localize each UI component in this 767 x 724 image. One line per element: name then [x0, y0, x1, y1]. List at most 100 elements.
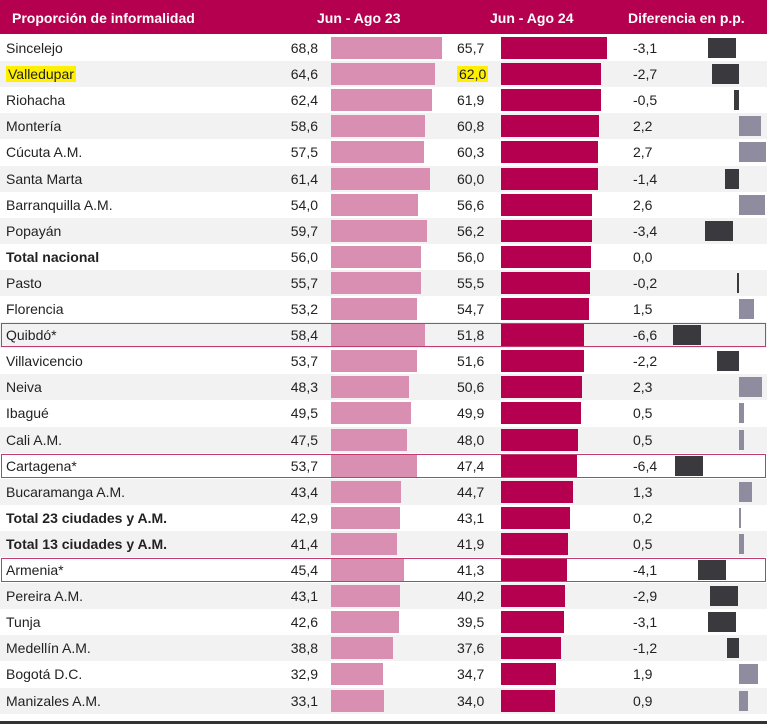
bar-2024 — [501, 532, 569, 555]
table-row: Bogotá D.C. 32,9 34,7 1,9 — [0, 661, 767, 687]
bar-2024 — [501, 89, 601, 112]
bar-2023 — [331, 37, 443, 59]
value-2023-label: 38,8 — [290, 640, 318, 657]
bar-2023 — [331, 532, 398, 555]
value-2024-label: 43,1 — [457, 509, 485, 526]
city-label-text: Armenia* — [6, 562, 64, 578]
city-label: Manizales A.M. — [6, 688, 101, 714]
value-2024-label: 51,8 — [457, 327, 485, 344]
value-2023-label: 53,7 — [290, 457, 318, 474]
city-label: Medellín A.M. — [6, 635, 91, 661]
table-row: Villavicencio 53,7 51,6 -2,2 — [0, 348, 767, 374]
bar-diff — [708, 38, 736, 58]
city-label-text: Quibdó* — [6, 327, 57, 344]
table-row: Barranquilla A.M. 54,0 56,6 2,6 — [0, 192, 767, 218]
value-2024-label: 40,2 — [457, 588, 485, 605]
bar-diff — [739, 403, 744, 424]
table-row: Cartagena* 53,7 47,4 -6,4 — [0, 453, 767, 479]
bar-2024 — [501, 219, 592, 242]
value-2024-label: 55,5 — [457, 274, 485, 291]
value-2023-label: 43,4 — [290, 483, 318, 500]
bar-2024 — [501, 454, 578, 477]
bar-diff — [698, 560, 726, 580]
table-row: Cali A.M. 47,5 48,0 0,5 — [0, 426, 767, 453]
diff-label: -4,1 — [633, 562, 658, 578]
value-2024-label: 56,2 — [457, 222, 485, 239]
value-2024-label: 56,6 — [457, 196, 485, 213]
value-2024-label: 41,9 — [457, 535, 485, 552]
bar-diff — [739, 507, 741, 528]
bar-2023 — [331, 193, 418, 216]
city-label: Total 13 ciudades y A.M. — [6, 531, 167, 557]
bar-diff — [708, 612, 736, 633]
diff-label: 2,2 — [633, 118, 653, 135]
bar-diff — [739, 429, 744, 450]
city-label-text: Ibagué — [6, 405, 49, 422]
bar-diff — [705, 220, 733, 241]
table-row: Ibagué 49,5 49,9 0,5 — [0, 400, 767, 426]
value-2023-label: 68,8 — [290, 40, 318, 56]
table-row: Riohacha 62,4 61,9 -0,5 — [0, 87, 767, 113]
value-2023-label: 33,1 — [290, 692, 318, 709]
table-row: Pasto 55,7 55,5 -0,2 — [0, 269, 767, 296]
bar-diff — [734, 90, 739, 111]
city-label-text: Florencia — [6, 301, 64, 317]
table-row: Neiva 48,3 50,6 2,3 — [0, 374, 767, 401]
table-row: Popayán 59,7 56,2 -3,4 — [0, 217, 767, 244]
diff-label: -6,4 — [633, 457, 658, 474]
value-2024-highlight: 62,0 — [457, 66, 489, 83]
diff-label: -3,1 — [633, 40, 658, 56]
bar-2023 — [331, 663, 384, 686]
bar-diff — [739, 664, 758, 685]
diff-label: 0,5 — [633, 405, 653, 422]
bar-diff — [737, 272, 739, 293]
diff-label: -0,2 — [633, 274, 658, 291]
bar-diff — [710, 586, 738, 607]
city-label: Santa Marta — [6, 166, 82, 192]
diff-label: 2,3 — [633, 379, 653, 396]
bar-2024 — [501, 193, 593, 216]
city-label-text: Bucaramanga A.M. — [6, 483, 126, 500]
city-label-text: Cartagena* — [6, 457, 77, 474]
header-name-column: Proporción de informalidad — [12, 10, 195, 26]
diff-label: 0,9 — [633, 692, 653, 709]
city-label: Riohacha — [6, 87, 65, 113]
city-label-text: Santa Marta — [6, 170, 83, 187]
bar-2023 — [331, 271, 421, 294]
city-label-text: Villavicencio — [6, 353, 83, 370]
diff-label: -6,6 — [633, 327, 658, 344]
bar-2023 — [331, 219, 428, 242]
diff-label: -2,7 — [633, 66, 658, 83]
bar-2024 — [501, 324, 585, 347]
city-label-text: Riohacha — [6, 92, 66, 109]
bar-diff — [712, 64, 739, 85]
bar-2023 — [331, 89, 432, 112]
bar-2024 — [501, 480, 573, 503]
city-label: Pasto — [6, 270, 42, 296]
value-2023-label: 54,0 — [290, 196, 318, 213]
value-2023-label: 42,9 — [290, 509, 318, 526]
bar-2024 — [501, 402, 582, 425]
diff-label: 0,5 — [633, 431, 653, 448]
bar-diff — [673, 325, 701, 346]
city-label: Armenia* — [6, 557, 64, 583]
value-2024-label: 62,0 — [457, 61, 489, 87]
value-2023-label: 47,5 — [290, 431, 318, 448]
city-label-text: Neiva — [6, 379, 42, 396]
value-2023-label: 48,3 — [290, 379, 318, 396]
table-row: Manizales A.M. 33,1 34,0 0,9 — [0, 687, 767, 714]
table-row: Sincelejo 68,8 65,7 -3,1 — [0, 35, 767, 61]
diff-label: 2,7 — [633, 144, 653, 161]
bar-2023 — [331, 559, 404, 581]
value-2023-label: 55,7 — [290, 274, 318, 291]
bar-2024 — [501, 689, 556, 712]
city-label: Barranquilla A.M. — [6, 192, 113, 218]
diff-label: -2,2 — [633, 353, 658, 370]
table-row: Total 13 ciudades y A.M. 41,4 41,9 0,5 — [0, 530, 767, 557]
value-2024-label: 51,6 — [457, 353, 485, 370]
value-2023-label: 57,5 — [290, 144, 318, 161]
city-label: Cartagena* — [6, 453, 77, 479]
value-2024-label: 56,0 — [457, 248, 485, 265]
bar-diff — [725, 168, 739, 189]
bar-diff — [739, 690, 748, 711]
